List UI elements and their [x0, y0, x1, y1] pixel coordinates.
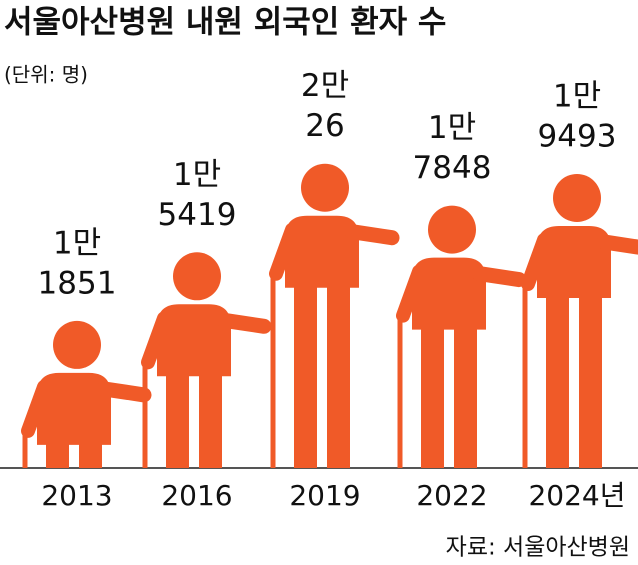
patient-figure — [269, 163, 400, 468]
torso — [537, 225, 611, 298]
torso — [37, 372, 111, 445]
value-label: 1851 — [38, 265, 117, 301]
torso — [285, 215, 359, 288]
value-label: 1만 — [53, 225, 101, 261]
torso — [157, 304, 231, 377]
value-label: 5419 — [158, 197, 237, 233]
leg — [421, 323, 444, 468]
leg — [454, 323, 477, 468]
leg — [579, 291, 602, 468]
x-tick-label: 2016 — [161, 479, 232, 512]
x-tick-label: 2022 — [416, 479, 487, 512]
leg — [199, 370, 222, 468]
value-label: 9493 — [538, 118, 617, 154]
value-label: 1만 — [553, 78, 601, 114]
chart-subtitle: (단위: 명) — [4, 63, 88, 87]
x-tick-label: 2024년 — [528, 479, 625, 512]
arm — [344, 224, 400, 246]
leg — [46, 438, 69, 468]
cane-arm — [141, 311, 171, 370]
arm — [471, 266, 527, 288]
patient-figure — [521, 173, 638, 468]
arm — [596, 234, 638, 255]
x-tick-label: 2013 — [41, 479, 112, 512]
leg — [327, 281, 350, 468]
value-label: 26 — [305, 108, 344, 144]
source: 자료: 서울아산병원 — [446, 535, 630, 561]
cane-arm — [269, 222, 299, 281]
leg — [294, 281, 317, 468]
patient-figure — [396, 205, 527, 468]
torso — [412, 257, 486, 330]
value-label: 7848 — [413, 150, 492, 186]
leg — [546, 291, 569, 468]
arm — [96, 381, 152, 403]
patient-figure — [21, 320, 152, 468]
head — [553, 173, 601, 222]
head — [301, 163, 349, 212]
head — [53, 320, 101, 369]
head — [173, 252, 221, 301]
cane-arm — [396, 264, 426, 323]
leg — [79, 438, 102, 468]
x-tick-label: 2019 — [289, 479, 360, 512]
leg — [166, 370, 189, 468]
cane-arm — [21, 379, 51, 438]
value-label: 1만 — [173, 157, 221, 193]
patient-figure — [141, 252, 272, 468]
cane-arm — [521, 232, 551, 291]
value-label: 1만 — [428, 110, 476, 146]
head — [428, 205, 476, 254]
arm — [216, 312, 272, 334]
chart-title: 서울아산병원 내원 외국인 환자 수 — [4, 5, 446, 41]
value-label: 2만 — [301, 68, 349, 104]
